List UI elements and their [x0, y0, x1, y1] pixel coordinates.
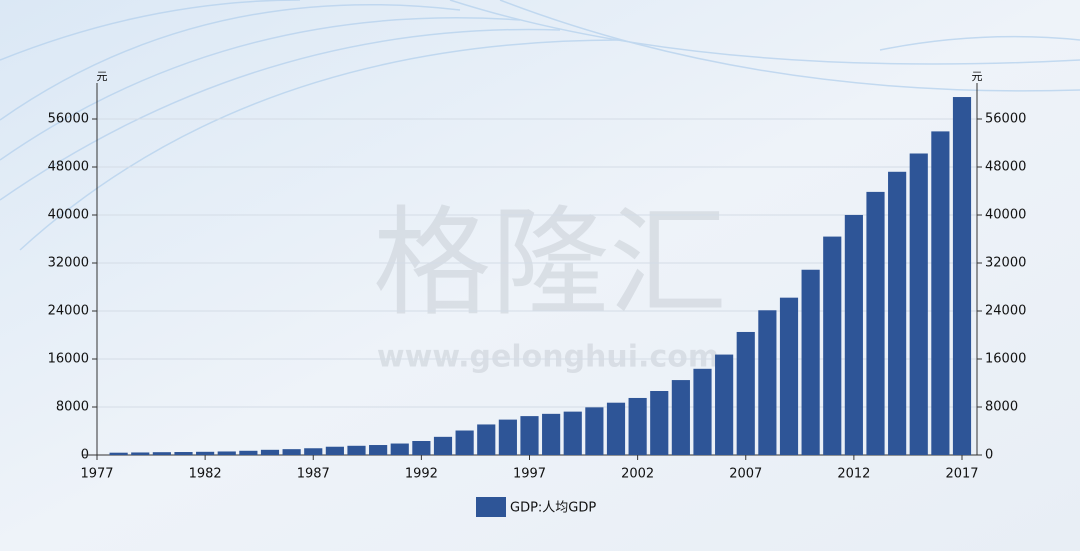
bar — [412, 440, 431, 455]
bar — [715, 354, 734, 455]
bar — [239, 450, 258, 455]
bar — [433, 436, 453, 455]
bar — [779, 297, 799, 455]
bar — [325, 446, 344, 455]
bar — [952, 97, 972, 455]
bar — [931, 131, 950, 455]
bar — [650, 391, 669, 455]
bar — [801, 269, 820, 455]
y-tick-label: 40000 — [48, 208, 89, 223]
background-arcs — [0, 0, 1080, 251]
bar — [390, 443, 409, 455]
watermark-url: www.gelonghui.com — [377, 340, 719, 375]
bar — [282, 449, 301, 455]
y-tick-label: 8000 — [56, 400, 89, 415]
bar — [455, 430, 474, 455]
bar — [563, 411, 582, 455]
bar — [196, 451, 215, 455]
y2-tick-label: 24000 — [985, 304, 1026, 319]
x-tick-label: 1982 — [189, 467, 222, 482]
x-tick-label: 1992 — [405, 467, 438, 482]
bar — [909, 153, 928, 455]
x-tick-label: 2012 — [837, 467, 870, 482]
bar — [542, 413, 561, 455]
bar — [628, 397, 647, 455]
bar — [823, 236, 842, 455]
bar — [131, 452, 150, 455]
bar — [888, 171, 907, 456]
y2-tick-label: 8000 — [985, 400, 1018, 415]
bar — [585, 407, 604, 455]
x-tick-label: 1997 — [513, 467, 546, 482]
y-tick-label: 16000 — [48, 352, 89, 367]
bar — [477, 424, 496, 455]
y-unit: 元 — [97, 70, 108, 83]
bar — [498, 419, 517, 455]
bar — [520, 416, 539, 455]
legend-label: GDP:人均GDP — [510, 501, 596, 516]
bar — [736, 331, 755, 455]
y2-tick-label: 32000 — [985, 256, 1026, 271]
y-tick-label: 32000 — [48, 256, 89, 271]
x-tick-label: 2007 — [729, 467, 762, 482]
bar — [109, 452, 128, 455]
x-tick-label: 2002 — [621, 467, 654, 482]
bar — [174, 452, 193, 455]
x-tick-label: 2017 — [945, 467, 978, 482]
bar — [260, 449, 280, 455]
bar — [304, 448, 323, 455]
y-tick-label: 24000 — [48, 304, 89, 319]
bar — [693, 368, 712, 455]
bar — [671, 380, 690, 455]
y-tick-label: 56000 — [48, 112, 89, 127]
y2-tick-label: 16000 — [985, 352, 1026, 367]
legend-swatch — [476, 497, 506, 517]
bar — [347, 445, 366, 455]
y2-tick-label: 56000 — [985, 112, 1026, 127]
x-tick-label: 1977 — [80, 467, 113, 482]
bar — [369, 445, 388, 455]
bar — [152, 452, 171, 455]
y2-unit: 元 — [972, 70, 983, 83]
y2-tick-label: 0 — [985, 448, 993, 463]
y2-tick-label: 40000 — [985, 208, 1026, 223]
y-tick-label: 48000 — [48, 160, 89, 175]
bar — [217, 451, 236, 455]
bar — [844, 214, 863, 455]
y2-tick-label: 48000 — [985, 160, 1026, 175]
x-tick-label: 1987 — [297, 467, 330, 482]
bar — [758, 310, 777, 455]
bar — [866, 191, 885, 455]
bar — [606, 402, 626, 455]
